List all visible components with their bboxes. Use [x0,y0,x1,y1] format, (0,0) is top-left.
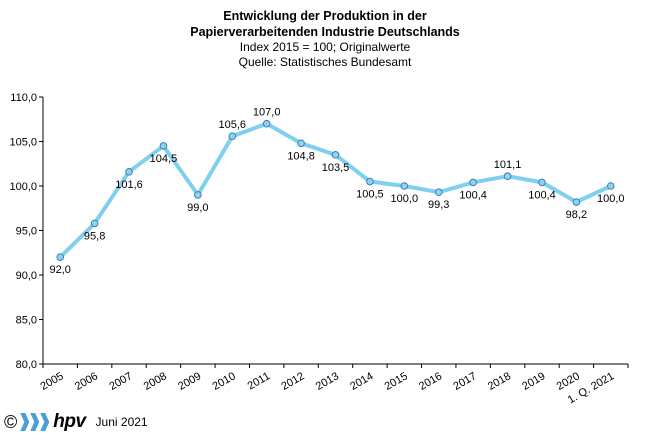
chart-subtitle-line-1: Index 2015 = 100; Originalwerte [239,40,411,54]
chart-title-line-1: Entwicklung der Produktion in der [223,9,427,23]
data-point [366,177,374,186]
data-point [262,119,271,128]
data-point [538,178,546,187]
data-point [125,167,133,176]
hpv-logo-icon [20,413,50,431]
data-label: 100,4 [528,189,556,201]
data-point [572,198,581,206]
x-tick-label: 2011 [246,370,272,392]
data-point [331,151,340,159]
data-label: 99,0 [187,202,208,214]
x-tick-label: 2019 [520,370,547,393]
y-tick-label: 105,0 [9,137,37,149]
x-tick-label: 2010 [211,370,238,393]
x-tick-label: 2017 [451,370,478,393]
data-label: 99,3 [428,199,449,211]
data-point [228,132,237,140]
x-tick-label: 2015 [383,370,410,393]
x-tick-label: 2013 [314,370,341,393]
data-point [400,182,409,190]
y-tick-label: 85,0 [16,315,37,327]
y-tick-label: 90,0 [16,270,37,282]
data-point [194,191,202,199]
chart-title-line-2: Papierverarbeitenden Industrie Deutschla… [190,25,460,39]
chart-subtitle-line-2: Quelle: Statistisches Bundesamt [238,55,412,69]
x-tick-label: 2018 [486,370,513,393]
x-tick-label: 2009 [176,370,203,393]
data-point [606,182,615,190]
data-point [90,219,99,228]
footer: © hpv Juni 2021 [4,410,148,434]
x-tick-label: 2007 [107,370,134,393]
data-point [434,188,443,197]
data-label: 98,2 [566,209,587,221]
data-label: 105,6 [218,119,246,131]
y-tick-label: 100,0 [9,181,37,193]
data-label: 100,0 [597,193,625,205]
data-label: 100,0 [391,193,419,205]
data-point [56,253,65,262]
data-label: 101,1 [494,159,522,171]
data-label: 107,0 [253,107,281,119]
data-point [297,139,305,148]
footer-date: Juni 2021 [95,415,148,429]
x-tick-label: 2008 [142,370,169,393]
data-point [503,172,512,181]
copyright-symbol: © [4,412,18,432]
data-label: 103,5 [322,162,350,174]
data-label: 95,8 [84,230,105,242]
y-tick-label: 110,0 [10,92,37,104]
x-tick-label: 2006 [73,370,100,393]
data-label: 101,6 [115,179,143,191]
data-label: 100,5 [356,189,384,201]
hpv-logo-text: hpv [53,411,86,432]
y-tick-label: 80,0 [16,359,37,371]
data-label: 104,8 [287,150,315,162]
data-point [159,142,168,150]
x-tick-label: 2014 [348,370,375,393]
data-label: 92,0 [49,264,70,276]
y-tick-label: 95,0 [16,226,37,238]
chart-header: Entwicklung der Produktion in der Papier… [0,8,650,70]
x-tick-label: 2005 [39,370,66,393]
data-label: 100,4 [459,189,487,201]
x-tick-label: 2016 [417,370,444,393]
data-label: 104,5 [150,153,178,165]
x-tick-label: 2012 [279,370,306,393]
data-point [469,178,477,187]
